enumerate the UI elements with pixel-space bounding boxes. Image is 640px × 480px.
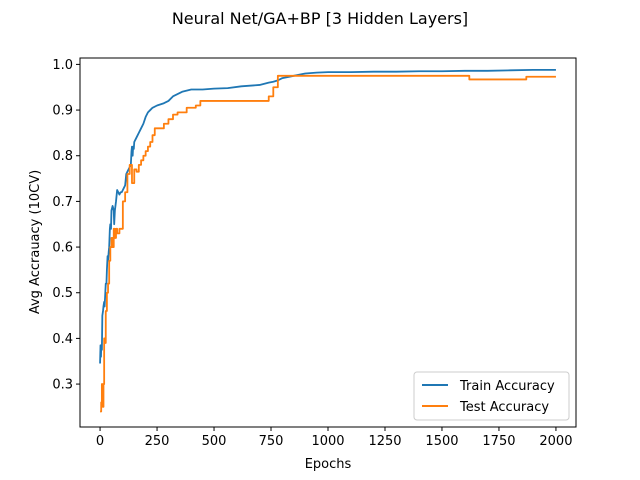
y-tick-label: 0.7	[52, 195, 73, 210]
y-tick-label: 0.3	[52, 378, 73, 393]
chart-title: Neural Net/GA+BP [3 Hidden Layers]	[172, 9, 468, 28]
y-tick-label: 0.4	[52, 332, 73, 347]
legend: Train Accuracy Test Accuracy	[413, 371, 570, 421]
x-tick-label: 1250	[368, 434, 401, 449]
x-tick-label: 1750	[482, 434, 515, 449]
legend-label-test: Test Accuracy	[459, 400, 549, 415]
x-tick-label: 500	[202, 434, 227, 449]
x-tick-label: 250	[145, 434, 170, 449]
x-tick-label: 1000	[311, 434, 344, 449]
y-tick-label: 0.8	[52, 149, 73, 164]
x-tick-label: 750	[259, 434, 284, 449]
plot-area	[99, 68, 556, 413]
y-tick-label: 0.6	[52, 241, 73, 256]
x-axis-label: Epochs	[305, 457, 352, 472]
legend-label-train: Train Accuracy	[459, 379, 555, 394]
x-tick-label: 0	[96, 434, 104, 449]
x-tick-label: 2000	[539, 434, 572, 449]
x-tick-label: 1500	[425, 434, 458, 449]
legend-frame	[413, 371, 570, 421]
y-tick-label: 0.5	[52, 286, 73, 301]
y-axis: 0.3 0.4 0.5 0.6 0.7 0.8 0.9 1.0	[52, 58, 80, 393]
y-axis-label: Avg Accrauacy (10CV)	[28, 170, 43, 314]
y-tick-label: 0.9	[52, 104, 73, 119]
x-axis: 0 250 500 750 1000 1250 1500 1750 2000	[96, 427, 572, 449]
y-tick-label: 1.0	[52, 58, 73, 73]
series-line-0	[99, 68, 556, 364]
series-line-1	[100, 74, 556, 413]
